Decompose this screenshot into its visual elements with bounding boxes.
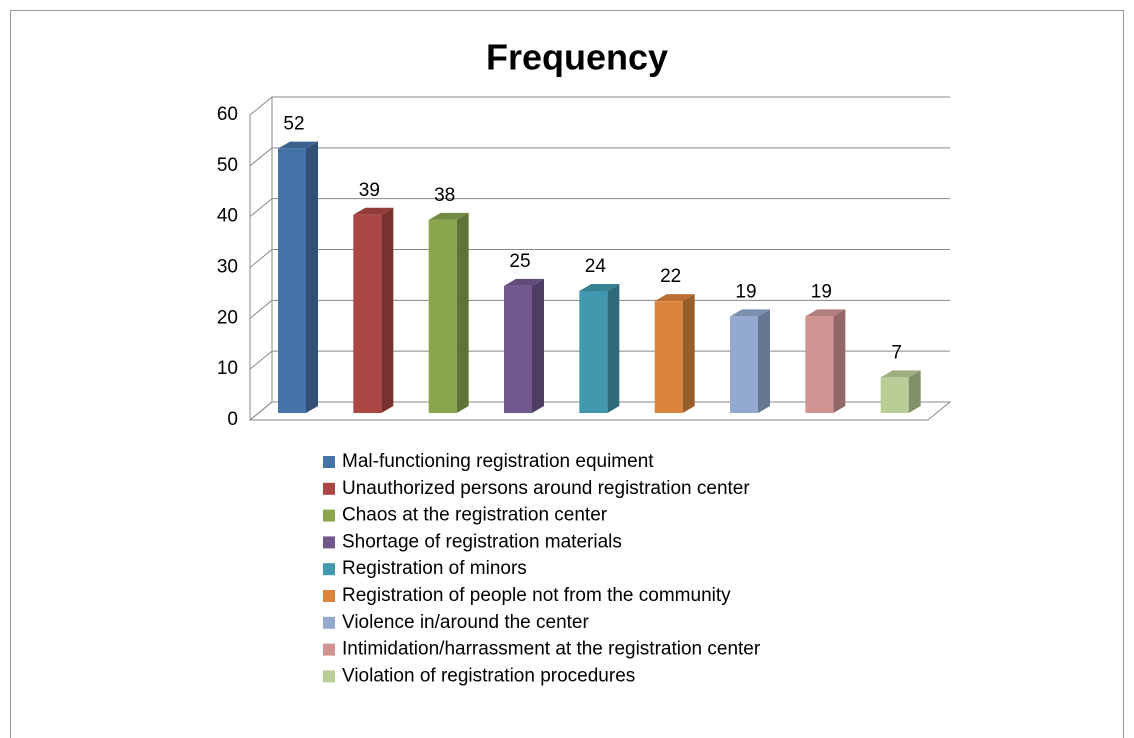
- bar-top: [353, 207, 394, 215]
- bar: [880, 370, 921, 413]
- value-label: 19: [811, 281, 832, 302]
- legend-label: Registration of minors: [342, 558, 527, 579]
- bar-front: [278, 148, 306, 413]
- y-tick-label: 20: [217, 307, 238, 328]
- bar-top: [805, 309, 846, 317]
- value-label: 7: [891, 342, 902, 363]
- bar-front: [880, 377, 909, 413]
- bar: [805, 309, 846, 413]
- legend-label: Shortage of registration materials: [342, 531, 622, 552]
- bar-front: [654, 301, 683, 413]
- y-tick-label: 40: [217, 206, 238, 227]
- legend-swatch: [323, 616, 335, 629]
- value-label: 22: [660, 266, 681, 287]
- y-tick-label: 50: [217, 155, 238, 176]
- bar-top: [654, 294, 695, 302]
- legend-label: Unauthorized persons around registration…: [342, 478, 750, 499]
- legend-label: Chaos at the registration center: [342, 505, 608, 526]
- y-tick-label: 10: [217, 358, 238, 379]
- legend-swatch: [323, 643, 335, 656]
- legend-label: Registration of people not from the comm…: [342, 585, 731, 606]
- legend-swatch: [323, 590, 335, 602]
- legend-swatch: [323, 536, 335, 549]
- bar-side: [833, 309, 846, 413]
- grid-line: [249, 96, 950, 116]
- y-tick-label: 0: [227, 409, 238, 430]
- bar-side: [381, 207, 394, 413]
- bar-front: [428, 219, 457, 413]
- legend-swatch: [323, 509, 335, 522]
- bar-front: [579, 291, 608, 413]
- bar: [730, 309, 770, 413]
- bar-top: [428, 212, 469, 220]
- bar-top: [579, 284, 620, 291]
- bar: [353, 207, 394, 413]
- bar: [654, 294, 695, 413]
- grid-line: [249, 249, 950, 268]
- value-label: 38: [434, 185, 455, 206]
- y-tick-label: 30: [217, 257, 238, 278]
- bar-front: [504, 285, 532, 413]
- bar-side: [908, 370, 921, 413]
- bar-front: [805, 316, 834, 413]
- bar-front: [730, 316, 758, 413]
- grid-line: [249, 350, 950, 370]
- bar-front: [353, 214, 382, 413]
- bar-side: [682, 294, 695, 413]
- y-tick-label: 60: [217, 104, 238, 125]
- legend-swatch: [323, 670, 335, 683]
- bar-side: [607, 284, 620, 413]
- legend-swatch: [323, 456, 335, 468]
- bar: [428, 212, 469, 413]
- bar-top: [880, 370, 921, 378]
- chart-title: Frequency: [486, 37, 668, 78]
- value-label: 19: [735, 281, 756, 302]
- bar-side: [306, 141, 318, 413]
- value-label: 25: [509, 251, 530, 272]
- grid-line: [249, 401, 950, 421]
- legend-swatch: [323, 563, 335, 576]
- value-label: 39: [359, 180, 380, 201]
- legend-label: Violence in/around the center: [342, 612, 589, 633]
- bar-top: [278, 141, 318, 149]
- bar-top: [504, 278, 544, 286]
- bar: [278, 141, 318, 413]
- legend-swatch: [323, 482, 335, 495]
- value-label: 24: [585, 256, 607, 277]
- bar: [504, 278, 544, 413]
- bar-side: [532, 278, 544, 413]
- value-label: 52: [283, 114, 304, 135]
- grid-line: [249, 299, 950, 319]
- legend-label: Violation of registration procedures: [342, 665, 635, 686]
- chart-frame: [10, 10, 1124, 738]
- grid-line: [249, 198, 950, 218]
- bar-top: [730, 309, 770, 317]
- grid-line: [249, 147, 950, 167]
- bar-side: [456, 212, 469, 413]
- bar-side: [758, 309, 770, 413]
- legend-label: Mal-functioning registration equiment: [342, 451, 654, 472]
- legend-label: Intimidation/harrassment at the registra…: [342, 639, 761, 660]
- bar: [579, 284, 620, 413]
